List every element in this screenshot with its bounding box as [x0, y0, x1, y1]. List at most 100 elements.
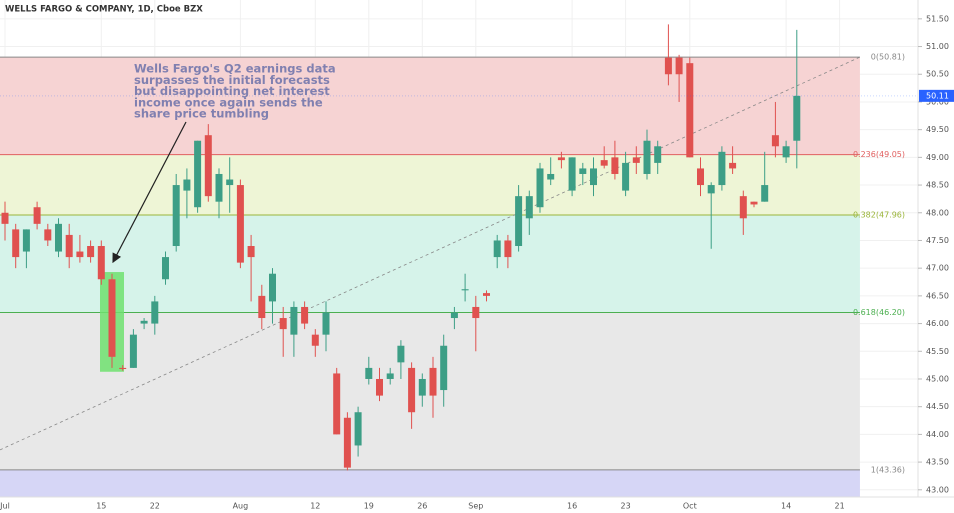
- fib-label: 0.236(49.05): [853, 150, 905, 159]
- candle-body: [322, 312, 330, 335]
- candle-body: [632, 157, 640, 163]
- candle-body: [87, 246, 95, 258]
- x-tick-label: 23: [621, 502, 631, 511]
- annotation-text: Wells Fargo's Q2 earnings data: [134, 62, 336, 76]
- candle-body: [333, 373, 341, 435]
- candle-body: [172, 185, 180, 247]
- last-price-box: [919, 89, 954, 102]
- x-tick-label: 26: [417, 502, 427, 511]
- fib-zone: [0, 57, 860, 155]
- y-tick-label: 43.00: [926, 485, 949, 494]
- candle-body: [55, 223, 62, 252]
- x-tick-label: Oct: [683, 502, 697, 511]
- y-tick-label: 51.50: [926, 14, 949, 23]
- annotation-text: but disappointing net interest: [134, 84, 330, 98]
- y-tick-label: 45.00: [926, 374, 949, 383]
- candle-body: [515, 196, 523, 247]
- y-tick-label: 49.50: [926, 125, 949, 134]
- candle-body: [258, 295, 266, 319]
- x-tick-label: Sep: [468, 502, 483, 511]
- candle-body: [365, 367, 373, 379]
- candle-body: [215, 173, 223, 202]
- y-tick-label: 50.00: [926, 97, 949, 106]
- candle-body: [686, 63, 694, 158]
- candle-body: [675, 57, 683, 75]
- candle-body: [600, 160, 608, 166]
- fib-label: 0.382(47.96): [853, 210, 905, 219]
- annotation-text: income once again sends the: [134, 95, 323, 109]
- y-tick-label: 46.00: [926, 319, 949, 328]
- candle-body: [782, 146, 790, 158]
- candle-body: [194, 140, 202, 208]
- y-tick-label: 45.50: [926, 347, 949, 356]
- x-tick-label: 16: [567, 502, 577, 511]
- candle-body: [429, 367, 437, 396]
- candle-body: [664, 57, 672, 75]
- candle-body: [269, 273, 276, 302]
- candle-body: [472, 306, 480, 319]
- candle-body: [279, 318, 287, 330]
- candle-body: [408, 367, 416, 413]
- fib-label: 0(50.81): [871, 53, 905, 62]
- candle-body: [247, 246, 255, 258]
- background: 0(50.81) 0.236(49.05) 0.382(47.96) 0.618(46…: [0, 0, 918, 497]
- candle-body: [236, 185, 244, 263]
- candle-body: [226, 179, 234, 186]
- candle-body: [739, 196, 747, 219]
- candle-body: [290, 306, 298, 335]
- candle-body: [707, 185, 715, 194]
- x-tick-label: 12: [310, 502, 320, 511]
- candle-body: [771, 135, 779, 147]
- candle-body: [547, 173, 555, 180]
- candle-body: [729, 162, 737, 169]
- candle-body: [140, 320, 148, 324]
- candle-body: [65, 234, 73, 258]
- x-tick-label: 15: [96, 502, 106, 511]
- candle-body: [579, 168, 587, 174]
- candle-body: [376, 378, 383, 396]
- y-tick-label: 43.50: [926, 458, 949, 467]
- candle-body: [525, 196, 533, 219]
- plot: [0, 24, 918, 471]
- candle-body: [611, 157, 619, 174]
- candle-body: [151, 301, 159, 324]
- y-tick-label: 49.00: [926, 153, 949, 162]
- x-tick-label: 21: [835, 502, 845, 511]
- y-tick-label: 44.00: [926, 430, 949, 439]
- y-tick-label: 48.50: [926, 181, 949, 190]
- last-price-label: 50.11: [926, 91, 949, 100]
- candle-body: [483, 293, 490, 296]
- chart-title: WELLS FARGO & COMPANY, 1D, Cboe BZX: [5, 5, 203, 15]
- fib-zone: [0, 214, 860, 313]
- candle-body: [697, 168, 704, 186]
- candle-body: [301, 306, 309, 324]
- fib-label: 1(43.36): [871, 465, 905, 474]
- candle-body: [450, 312, 458, 319]
- candle-body: [536, 168, 544, 208]
- y-tick-label: 47.00: [926, 264, 949, 273]
- candle-body: [76, 251, 84, 258]
- candle-body: [654, 146, 662, 163]
- candle-body: [12, 229, 20, 258]
- trend-line: [0, 56, 861, 451]
- candle-body: [108, 279, 116, 357]
- y-tick-label: 47.50: [926, 236, 949, 245]
- candle-body: [397, 345, 405, 363]
- candle-body: [750, 201, 758, 205]
- candle-body: [162, 257, 169, 280]
- candle-body: [343, 417, 351, 468]
- fib-zone: [0, 469, 860, 497]
- candle-body: [22, 229, 30, 252]
- candle-body: [568, 157, 576, 191]
- annotation-text: surpasses the initial forecasts: [134, 73, 330, 87]
- y-tick-label: 50.50: [926, 70, 949, 79]
- candle-body: [97, 246, 105, 280]
- candle-body: [440, 345, 448, 391]
- candle-body: [1, 212, 9, 224]
- candle-body: [129, 334, 137, 368]
- candle-body: [354, 412, 362, 446]
- candle-body: [204, 135, 212, 197]
- candle-body: [557, 157, 565, 161]
- candle-body: [44, 229, 52, 241]
